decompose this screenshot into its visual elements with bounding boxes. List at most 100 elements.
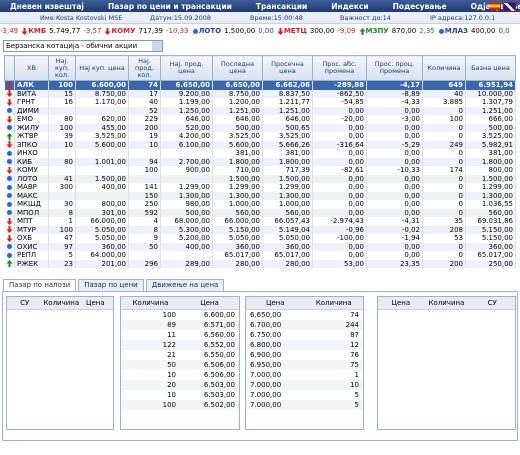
value-cell: -862,50 [312,89,367,98]
order-row[interactable]: 89 6.571,00 [121,320,239,330]
column-header[interactable]: Просечна цена [262,55,313,81]
value-cell: 1.300,00 [160,191,213,200]
quote-row[interactable]: ЗПКО 10 5.600,00 10 6.100,00 5.600,00 5.666,26… [4,140,516,149]
order-row[interactable]: 6.950,00 75 [246,360,363,370]
value-cell [128,149,161,158]
column-header[interactable]: Базна цена [465,55,516,81]
trend-shape [6,81,13,89]
column-header[interactable]: Прос. абс. промена [312,55,367,81]
quote-row[interactable]: КОМУ 100 900,00 710,00 717,39 -82,61 -10,33 174… [4,166,516,175]
menu-item[interactable]: Подесување [392,1,447,11]
quote-row[interactable]: МТУР 100 5.050,00 8 5.300,00 5.150,00 5.149,04… [4,225,516,234]
quote-row[interactable]: ОХБ 47 5.050,00 9 5.200,00 5.050,00 5.050,00 -1… [4,234,516,243]
column-header[interactable]: ХВ [14,55,49,81]
column-header[interactable]: Нај. прод. цена [160,55,213,81]
column-header[interactable]: Последна цена [212,55,263,81]
order-row[interactable]: 50 6.506,00 [121,360,239,370]
quote-row[interactable]: АЛК 100 6.600,00 74 6.650,00 6.650,00 6.662,06… [4,80,516,90]
order-row[interactable]: 7.000,00 10 [246,380,363,390]
value-cell: 1.500,00 [465,174,516,183]
value-cell: 1.500,00 [262,174,313,183]
symbol-cell: ЖИЛУ [14,123,49,132]
value-cell: 50 [128,242,161,251]
quote-row[interactable]: ЛОТО 41 1.500,00 1.500,00 1.500,00 0,00 0,00 0 1… [4,174,516,183]
order-row[interactable]: 11 6.560,00 [121,330,239,340]
tab[interactable]: Движење на цена [145,279,225,291]
tab[interactable]: Пазар по налози [3,279,77,292]
quote-row[interactable]: МПОЛ 8 301,00 592 500,00 560,00 560,00 0,00 0,00… [4,208,516,217]
menu-item[interactable]: Трансакции [255,1,308,11]
value-cell: 1.000,00 [262,200,313,209]
value-cell: 200 [422,259,466,268]
menu-item[interactable]: Дневен извештај [10,1,84,11]
order-row[interactable]: 20 6.503,00 [121,380,239,390]
value-cell: 41 [48,174,76,183]
trend-icon [6,166,13,174]
order-row[interactable]: 7.000,00 5 [246,390,363,400]
quote-row[interactable]: МКШД 30 800,00 250 980,00 1.000,00 1.000,00 0,0… [4,200,516,209]
order-row[interactable]: 10 6.503,00 [121,390,239,400]
icon-cell [4,80,15,90]
value-cell [48,166,76,175]
dropdown-button[interactable] [152,41,162,51]
quote-row[interactable]: ИНХО 381,00 381,00 0,00 0,00 0 381,00 [4,149,516,158]
value-cell: 455,00 [75,123,129,132]
value-cell: -316,64 [312,140,367,149]
flag-mk[interactable] [489,2,500,10]
trend-icon [6,150,12,156]
listing-dropdown[interactable]: Берзанска котација - обични акции [3,40,163,52]
value-cell: 65.017,00 [262,251,313,260]
quote-row[interactable]: МАВР 300 400,00 141 1.299,00 1.299,00 1.299,00… [4,183,516,192]
quote-row[interactable]: ДИМИ 52 1.250,00 1.251,00 1.251,00 0,00 0,00 0 1… [4,106,516,115]
menu-item[interactable]: Индекси [331,1,369,11]
value-cell: 5.150,00 [465,225,516,234]
order-cell: 1 [354,371,359,379]
value-cell [160,251,213,260]
order-row[interactable]: 6.700,00 244 [246,320,363,330]
column-header[interactable]: Нај куп. цена [75,55,129,81]
column-header[interactable]: Нај. прод. кол. [128,55,161,81]
value-cell: -0,96 [312,225,367,234]
quote-row[interactable]: ВИТА 15 8.750,00 17 9.200,00 8.750,00 8.837,50… [4,89,516,98]
order-row[interactable]: 7.000,00 5 [246,400,363,410]
column-header[interactable]: Нај. куп. кол. [48,55,76,81]
column-header[interactable]: Количина [422,55,466,81]
order-row[interactable]: 10 6.506,00 [121,370,239,380]
order-row[interactable]: 6.750,00 87 [246,330,363,340]
order-row[interactable]: 6.900,00 76 [246,350,363,360]
symbol-cell: АЛК [14,80,49,90]
value-cell: 4.200,00 [160,132,213,141]
order-column-header: Количина [42,297,79,310]
quote-row[interactable]: ЕМО 80 620,00 229 646,00 646,00 646,00 -20,00 -3… [4,115,516,124]
order-row[interactable]: 6.650,00 74 [246,310,363,321]
quote-row[interactable]: ЖИЛУ 100 455,00 200 520,00 500,00 500,65 0,00 0,… [4,123,516,132]
order-row[interactable]: 7.000,00 1 [246,370,363,380]
quote-row[interactable]: ГРНТ 16 1.170,00 40 1.199,00 1.200,00 1.211,77… [4,98,516,107]
flag-en[interactable] [503,2,516,12]
order-row[interactable]: 122 6.552,00 [121,340,239,350]
tab[interactable]: Пазар по цени [78,279,144,291]
order-cell: 6.560,00 [203,331,235,339]
quote-row[interactable]: КИБ 80 1.001,00 94 2.700,00 1.800,00 1.800,00 0… [4,157,516,166]
quote-row[interactable]: РЖЕК 23 201,00 296 289,00 280,00 280,00 53,00 23… [4,259,516,268]
order-row[interactable]: 100 6.600,00 [121,310,239,321]
value-cell: 9 [128,234,161,243]
quote-row[interactable]: МПТ 1 66.000,00 4 68.000,00 66.000,00 66.057,4… [4,217,516,226]
value-cell: 592 [128,208,161,217]
order-row[interactable]: 21 6.550,00 [121,350,239,360]
value-cell [128,251,161,260]
value-cell: 3.885 [422,98,466,107]
order-row[interactable]: 100 6.502,00 [121,400,239,410]
value-cell: 0 [422,200,466,209]
trend-shape [6,90,13,98]
quote-row[interactable]: ЖТВР 39 3.525,00 19 4.200,00 3.525,00 3.525,00… [4,132,516,141]
quote-row[interactable]: ОХИС 97 360,00 50 400,00 360,00 360,00 0,00 0,00… [4,242,516,251]
column-header[interactable]: Прос. проц. промена [366,55,423,81]
quote-row[interactable]: РЕПЛ 5 64.000,00 65.017,00 65.017,00 0,00 0,00… [4,251,516,260]
menu-item[interactable]: Пазар по цени и трансакции [107,1,232,11]
quote-row[interactable]: МАКС 150 1.300,00 1.300,00 1.300,00 0,00 0,00 0… [4,191,516,200]
order-row[interactable]: 6.800,00 12 [246,340,363,350]
info-bar: Име:Kosta Kostovski MSE Датум:15.09.2008 В… [0,12,520,24]
order-cell: 6.571,00 [180,320,239,330]
